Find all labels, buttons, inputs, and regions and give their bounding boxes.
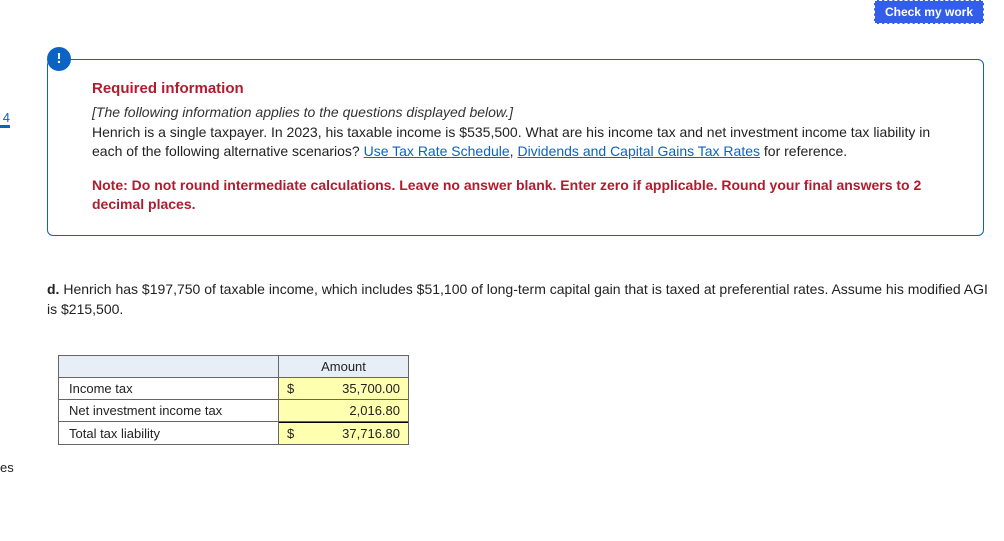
dividends-gains-link[interactable]: Dividends and Capital Gains Tax Rates [517,143,760,159]
amount-value: 35,700.00 [303,381,400,396]
question-text: Henrich has $197,750 of taxable income, … [47,281,988,317]
row-value-income-tax[interactable]: $ 35,700.00 [279,378,409,400]
row-label-niit: Net investment income tax [59,400,279,422]
row-label-income-tax: Income tax [59,378,279,400]
check-my-work-button[interactable]: Check my work [874,0,984,24]
info-note: Note: Do not round intermediate calculat… [92,176,955,215]
answer-table: Amount Income tax $ 35,700.00 Net invest… [58,355,409,445]
table-row: Total tax liability $ 37,716.80 [59,422,409,445]
row-value-niit[interactable]: 2,016.80 [279,400,409,422]
table-row: Net investment income tax 2,016.80 [59,400,409,422]
info-body: Henrich is a single taxpayer. In 2023, h… [92,123,955,162]
left-sidebar-fragments: 4 es [0,0,10,541]
tax-rate-schedule-link[interactable]: Use Tax Rate Schedule [364,143,510,159]
table-header-amount: Amount [279,356,409,378]
info-body-post: for reference. [760,143,847,159]
row-value-total[interactable]: $ 37,716.80 [279,422,409,445]
amount-value: 2,016.80 [303,403,400,418]
table-header-row: Amount [59,356,409,378]
dollar-sign [287,403,303,418]
required-info-title: Required information [92,80,955,97]
question-d: d. Henrich has $197,750 of taxable incom… [47,280,996,319]
sidebar-frag-2: es [0,460,10,475]
info-italic-line: [The following information applies to th… [92,103,955,123]
row-label-total: Total tax liability [59,422,279,445]
dollar-sign: $ [287,426,303,441]
required-info-box: Required information [The following info… [47,59,984,236]
dollar-sign: $ [287,381,303,396]
table-row: Income tax $ 35,700.00 [59,378,409,400]
question-label: d. [47,281,59,297]
sidebar-frag-1: 4 [0,110,10,128]
amount-value: 37,716.80 [303,426,400,441]
table-header-blank [59,356,279,378]
